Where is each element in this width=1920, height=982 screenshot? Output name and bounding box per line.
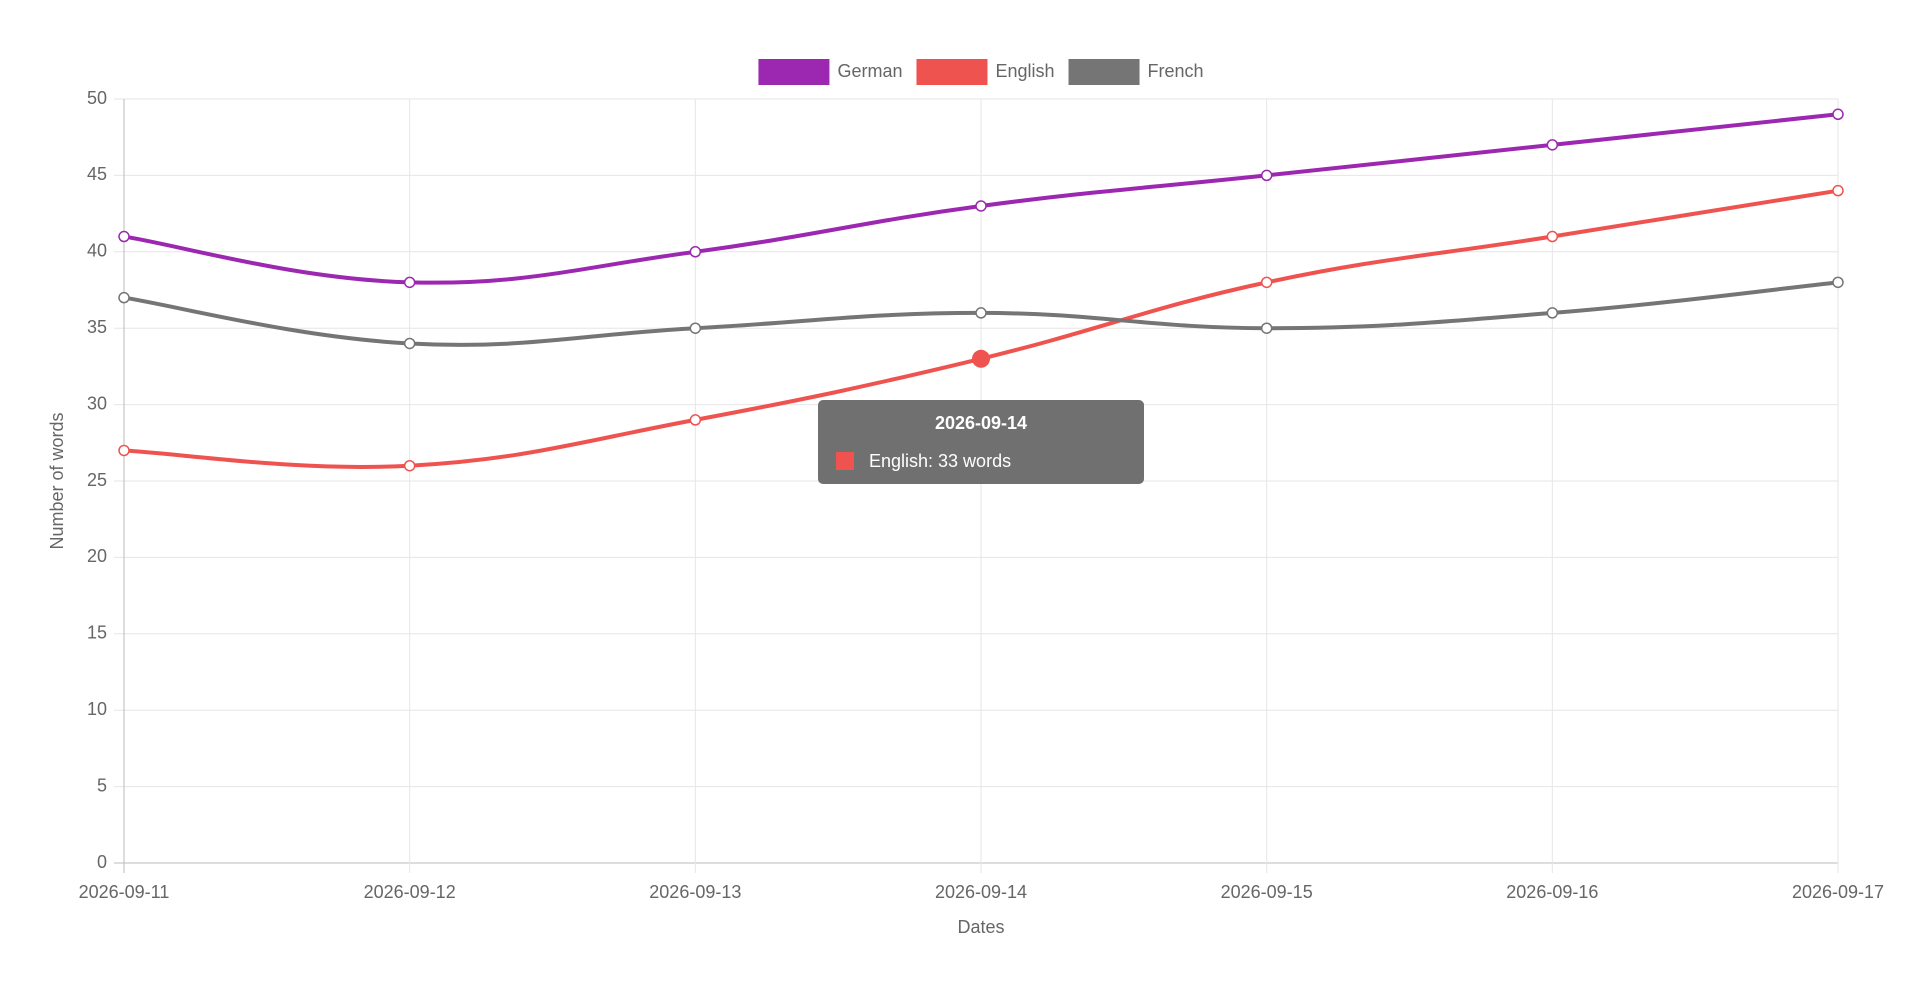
y-tick-label: 40 (87, 241, 107, 261)
tooltip: 2026-09-14 English: 33 words (818, 400, 1144, 484)
legend-label: English (995, 61, 1054, 81)
data-point (1546, 230, 1559, 243)
legend-item: French (1068, 59, 1204, 85)
legend-item: English (916, 59, 1055, 85)
data-point (118, 230, 130, 243)
legend-swatch (916, 59, 988, 85)
y-tick-label: 30 (87, 393, 107, 413)
tooltip-box (818, 400, 1144, 484)
tooltip-title: 2026-09-14 (935, 413, 1027, 433)
hovered-point (972, 349, 990, 368)
y-axis-label: Number of words (47, 412, 67, 549)
y-tick-label: 15 (87, 623, 107, 643)
data-point (689, 322, 702, 334)
x-tick-label: 2026-09-15 (1221, 882, 1313, 902)
data-point (1260, 322, 1273, 334)
data-point (403, 337, 416, 350)
x-tick-label: 2026-09-17 (1792, 882, 1884, 902)
legend-swatch (758, 59, 830, 85)
data-point (403, 276, 416, 289)
x-tick-label: 2026-09-13 (649, 882, 741, 902)
x-tick-label: 2026-09-14 (935, 882, 1027, 902)
y-tick-label: 25 (87, 470, 107, 490)
y-tick-label: 5 (97, 775, 107, 795)
x-tick-label: 2026-09-11 (79, 882, 170, 902)
legend-label: German (837, 61, 902, 81)
tooltip-swatch (836, 452, 854, 470)
data-point (1546, 139, 1559, 151)
y-tick-label: 45 (87, 164, 107, 184)
data-point (118, 291, 130, 304)
data-point (1832, 184, 1844, 197)
data-point (689, 414, 702, 426)
data-point (118, 444, 130, 457)
data-point (1260, 169, 1273, 182)
data-point (1260, 276, 1273, 289)
y-tick-label: 20 (87, 546, 107, 566)
legend-item: German (758, 59, 902, 85)
y-tick-label: 35 (87, 317, 107, 337)
legend: German English French (758, 59, 1204, 85)
y-tick-label: 10 (87, 699, 107, 719)
data-point (403, 459, 416, 472)
data-point (1832, 108, 1844, 121)
x-axis-label: Dates (957, 917, 1004, 937)
legend-swatch (1068, 59, 1140, 85)
data-point (975, 200, 987, 212)
data-point (1832, 276, 1844, 289)
data-point (975, 307, 987, 319)
x-tick-label: 2026-09-12 (364, 882, 456, 902)
legend-label: French (1148, 61, 1204, 81)
plot (118, 108, 1844, 472)
y-tick-label: 0 (97, 852, 107, 872)
tooltip-text: English: 33 words (869, 451, 1011, 471)
x-tick-label: 2026-09-16 (1506, 882, 1598, 902)
data-point (689, 246, 702, 258)
y-tick-label: 50 (87, 88, 107, 108)
data-point (1546, 307, 1559, 319)
grid: 0 5 10 15 20 25 30 35 40 45 50 2026-09-11 2026-09-12… (79, 88, 1884, 902)
